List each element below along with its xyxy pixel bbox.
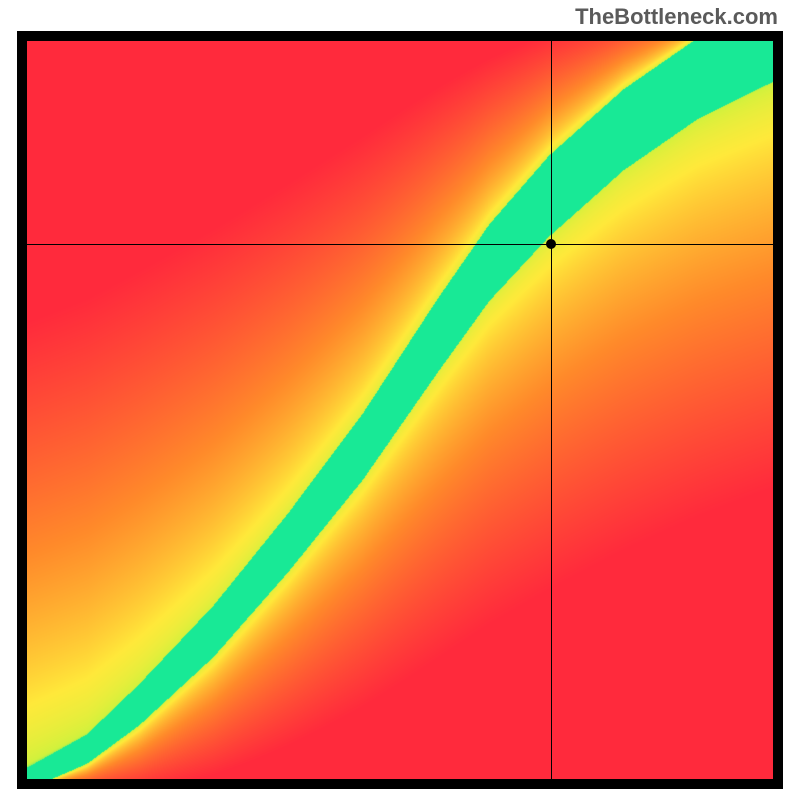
watermark: TheBottleneck.com <box>575 4 778 30</box>
chart-frame: TheBottleneck.com <box>0 0 800 800</box>
heatmap-canvas <box>27 41 773 779</box>
border-top <box>17 31 783 41</box>
crosshair-horizontal <box>27 244 773 245</box>
watermark-text: TheBottleneck.com <box>575 4 778 29</box>
border-left <box>17 31 27 789</box>
border-bottom <box>17 779 783 789</box>
crosshair-vertical <box>551 41 552 779</box>
border-right <box>773 31 783 789</box>
